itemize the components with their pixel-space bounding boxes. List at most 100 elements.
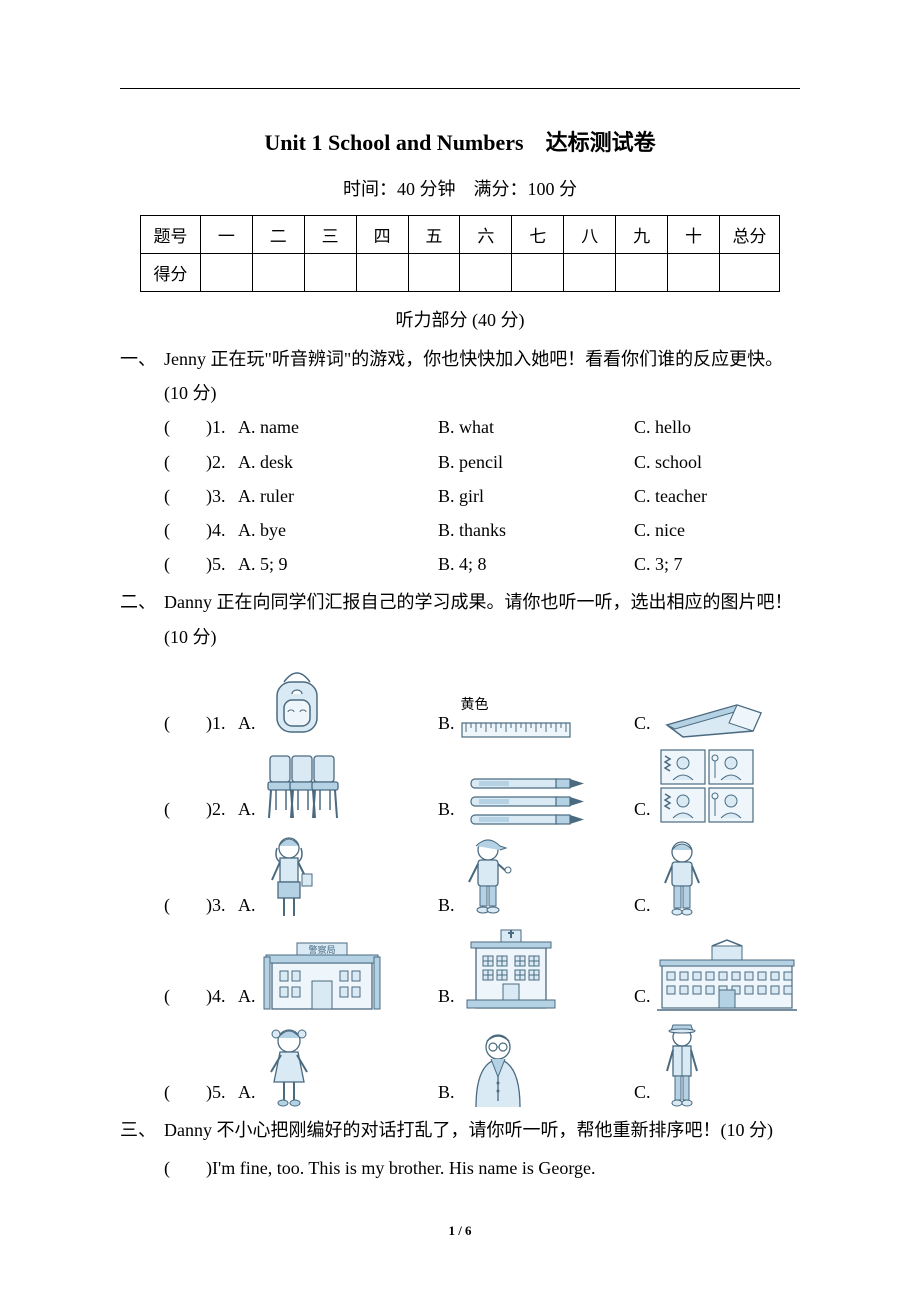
answer-blank[interactable]: ( )3. (164, 888, 238, 922)
backpack-icon (262, 660, 332, 740)
score-header-cell: 题号 (141, 216, 201, 254)
answer-blank[interactable]: ( )3. (164, 479, 238, 513)
answer-blank[interactable]: ( )4. (164, 979, 238, 1013)
score-blank-cell[interactable] (616, 254, 668, 292)
score-blank-cell[interactable] (460, 254, 512, 292)
grandpa-icon (461, 1029, 536, 1109)
option-label-b: B. (438, 1075, 455, 1109)
score-blank-cell[interactable] (304, 254, 356, 292)
photo-grid-icon (657, 746, 757, 826)
option-b: B. pencil (438, 445, 634, 479)
choice-row: ( )3. A. rulerB. girlC. teacher (164, 479, 800, 513)
score-blank-cell[interactable] (356, 254, 408, 292)
option-label-c: C. (634, 792, 651, 826)
boy-plain-icon (657, 837, 707, 922)
score-blank-cell[interactable] (512, 254, 564, 292)
page-footer: 1 / 6 (120, 1223, 800, 1239)
score-blank-cell[interactable] (252, 254, 304, 292)
chairs-icon (262, 746, 357, 826)
yellow-label: 黄色 (461, 693, 489, 720)
option-label-b: B. (438, 979, 455, 1013)
question-1: 一、 Jenny 正在玩"听音辨词"的游戏，你也快快加入她吧！看看你们谁的反应更… (120, 342, 800, 581)
answer-blank[interactable]: ( )2. (164, 445, 238, 479)
option-b: B. girl (438, 479, 634, 513)
option-label-a: A. (238, 706, 256, 740)
choice-row: ( )1. A. nameB. whatC. hello (164, 410, 800, 444)
option-c: C. teacher (634, 479, 800, 513)
table-row: 得分 (141, 254, 780, 292)
table-row: 题号 一 二 三 四 五 六 七 八 九 十 总分 (141, 216, 780, 254)
q1-number: 一、 (120, 342, 164, 410)
score-header-cell: 五 (408, 216, 460, 254)
score-header-cell: 三 (304, 216, 356, 254)
q2-number: 二、 (120, 585, 164, 653)
answer-blank[interactable]: ( )1. (164, 706, 238, 740)
option-a: A. ruler (238, 479, 438, 513)
image-choice-row: ( )5. A. B. C. (164, 1019, 800, 1109)
officer-icon (657, 1019, 707, 1109)
option-label-b: B. (438, 706, 455, 740)
answer-blank[interactable]: ( )5. (164, 1075, 238, 1109)
score-label-cell: 得分 (141, 254, 201, 292)
answer-blank[interactable]: ( )2. (164, 792, 238, 826)
option-c: C. hello (634, 410, 800, 444)
option-label-c: C. (634, 979, 651, 1013)
image-choice-row: ( )4. A. 警察局B. C. (164, 928, 800, 1013)
q1-text: Jenny 正在玩"听音辨词"的游戏，你也快快加入她吧！看看你们谁的反应更快。(… (164, 342, 800, 410)
image-choice-row: ( )1. A. B. 黄色 C. (164, 660, 800, 740)
score-header-cell: 二 (252, 216, 304, 254)
q3-answer-blank[interactable]: ( )I'm fine, too. This is my brother. Hi… (164, 1158, 596, 1178)
option-b: B. 4; 8 (438, 547, 634, 581)
score-blank-cell[interactable] (719, 254, 779, 292)
choice-row: ( )5. A. 5; 9B. 4; 8C. 3; 7 (164, 547, 800, 581)
option-label-a: A. (238, 1075, 256, 1109)
option-label-a: A. (238, 792, 256, 826)
listening-section-header: 听力部分 (40 分) (120, 306, 800, 332)
girl-student-icon (262, 832, 317, 922)
score-header-cell: 十 (668, 216, 720, 254)
option-a: A. name (238, 410, 438, 444)
answer-blank[interactable]: ( )1. (164, 410, 238, 444)
option-a: A. 5; 9 (238, 547, 438, 581)
hospital-icon (461, 928, 561, 1013)
page-subtitle: 时间：40 分钟 满分：100 分 (120, 175, 800, 201)
school-building-icon (657, 938, 797, 1013)
score-blank-cell[interactable] (564, 254, 616, 292)
svg-text:警察局: 警察局 (308, 944, 335, 955)
q3-number: 三、 (120, 1113, 164, 1147)
option-c: C. nice (634, 513, 800, 547)
question-3: 三、 Danny 不小心把刚编好的对话打乱了，请你听一听，帮他重新排序吧！(10… (120, 1113, 800, 1185)
option-label-c: C. (634, 706, 651, 740)
top-horizontal-rule (120, 88, 800, 89)
choice-row: ( )4. A. byeB. thanksC. nice (164, 513, 800, 547)
police-station-icon: 警察局 (262, 933, 382, 1013)
eraser-icon (657, 695, 767, 740)
score-blank-cell[interactable] (408, 254, 460, 292)
score-table: 题号 一 二 三 四 五 六 七 八 九 十 总分 得分 (140, 215, 780, 292)
question-2: 二、 Danny 正在向同学们汇报自己的学习成果。请你也听一听，选出相应的图片吧… (120, 585, 800, 1108)
little-girl-icon (262, 1024, 317, 1109)
option-label-b: B. (438, 792, 455, 826)
score-blank-cell[interactable] (668, 254, 720, 292)
ruler-icon: 黄色 (461, 695, 571, 740)
option-c: C. 3; 7 (634, 547, 800, 581)
q3-text: Danny 不小心把刚编好的对话打乱了，请你听一听，帮他重新排序吧！(10 分) (164, 1113, 800, 1147)
option-label-c: C. (634, 888, 651, 922)
image-choice-row: ( )3. A. B. C. (164, 832, 800, 922)
answer-blank[interactable]: ( )5. (164, 547, 238, 581)
boy-cap-icon (461, 832, 516, 922)
option-b: B. thanks (438, 513, 634, 547)
answer-blank[interactable]: ( )4. (164, 513, 238, 547)
score-header-cell: 七 (512, 216, 564, 254)
option-a: A. desk (238, 445, 438, 479)
option-c: C. school (634, 445, 800, 479)
option-a: A. bye (238, 513, 438, 547)
score-header-cell: 九 (616, 216, 668, 254)
score-header-cell: 四 (356, 216, 408, 254)
page-title: Unit 1 School and Numbers 达标测试卷 (120, 125, 800, 157)
score-blank-cell[interactable] (200, 254, 252, 292)
score-header-cell: 六 (460, 216, 512, 254)
q2-text: Danny 正在向同学们汇报自己的学习成果。请你也听一听，选出相应的图片吧！(1… (164, 585, 800, 653)
pens-icon (461, 771, 591, 826)
score-header-cell: 八 (564, 216, 616, 254)
